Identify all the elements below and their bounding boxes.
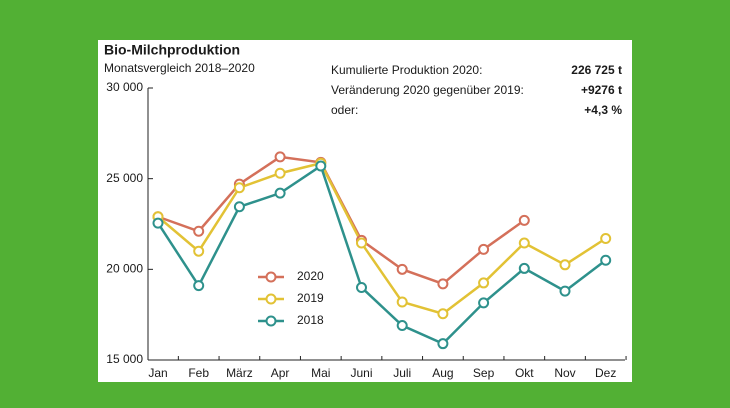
point [600, 233, 612, 245]
x-tick-label: Aug [432, 366, 453, 380]
point [274, 187, 286, 199]
legend-marker [265, 293, 277, 305]
chart-title: Bio-Milchproduktion [104, 42, 240, 58]
y-tick-label: 25 000 [106, 171, 143, 185]
point [233, 201, 245, 213]
summary-label: Veränderung 2020 gegenüber 2019: [331, 83, 524, 97]
x-tick-label: Dez [595, 366, 616, 380]
legend-marker [265, 315, 277, 327]
point [559, 259, 571, 271]
x-tick-label: Nov [554, 366, 575, 380]
x-tick-label: Apr [271, 366, 290, 380]
point [396, 320, 408, 332]
point [193, 225, 205, 237]
summary-label: Kumulierte Produktion 2020: [331, 63, 482, 77]
summary-value: 226 725 t [571, 63, 622, 77]
point [193, 280, 205, 292]
panel [98, 40, 632, 382]
x-tick-label: Okt [515, 366, 534, 380]
point [437, 338, 449, 350]
x-tick-label: März [226, 366, 253, 380]
series-line [157, 161, 607, 316]
series-line [156, 164, 607, 346]
point [152, 217, 164, 229]
summary-value: +9276 t [581, 83, 622, 97]
point [437, 278, 449, 290]
legend-marker [265, 271, 277, 283]
summary-label: oder: [331, 103, 358, 117]
point [356, 237, 367, 249]
legend-label: 2018 [297, 313, 324, 327]
point [233, 182, 245, 194]
point [193, 245, 205, 257]
point [274, 151, 286, 163]
chart-subtitle: Monatsvergleich 2018–2020 [104, 61, 255, 75]
point [600, 254, 612, 266]
point [396, 263, 408, 275]
x-tick-label: Mai [311, 366, 330, 380]
x-tick-label: Jan [148, 366, 167, 380]
y-tick-label: 20 000 [106, 262, 143, 276]
point [274, 167, 286, 179]
point [478, 297, 490, 309]
legend-label: 2019 [297, 291, 324, 305]
x-tick-label: Juli [393, 366, 411, 380]
y-tick-label: 15 000 [106, 352, 143, 366]
point [315, 160, 327, 172]
legend-label: 2020 [297, 269, 324, 283]
point [437, 308, 449, 320]
point [518, 237, 530, 249]
x-tick-label: Sep [473, 366, 495, 380]
point [559, 285, 571, 297]
point [518, 214, 530, 226]
point [396, 296, 408, 308]
point [356, 281, 367, 293]
x-tick-label: Juni [350, 366, 372, 380]
point [478, 277, 490, 289]
summary-value: +4,3 % [584, 103, 622, 117]
x-tick-label: Feb [188, 366, 209, 380]
point [478, 243, 490, 255]
y-tick-label: 30 000 [106, 80, 143, 94]
point [518, 262, 530, 274]
